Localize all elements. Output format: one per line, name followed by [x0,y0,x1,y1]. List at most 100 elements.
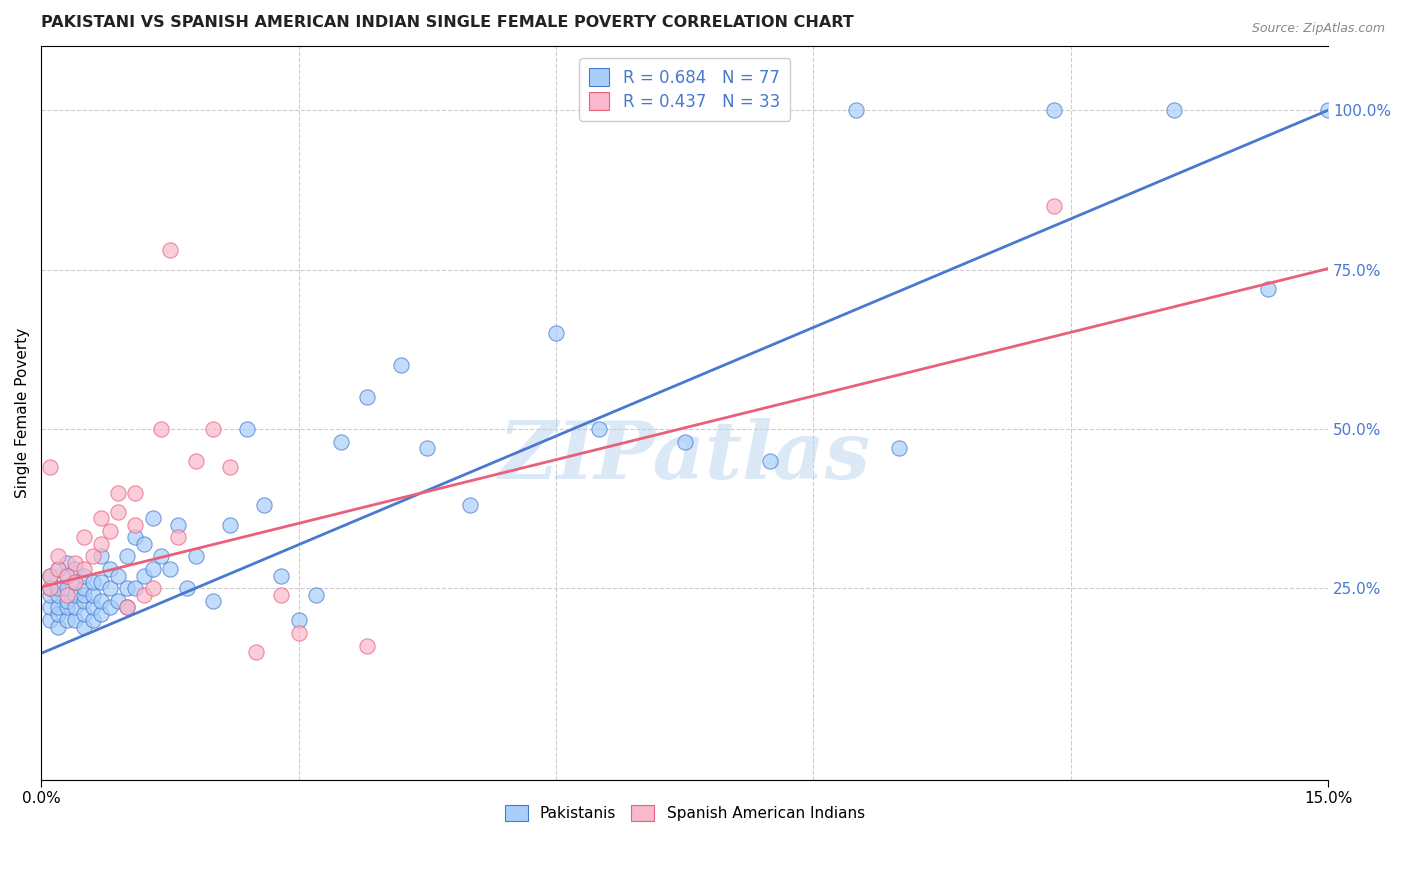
Point [90,607,112,621]
Point [56,568,79,582]
Point [56,568,79,582]
Point [115,549,138,564]
Point [270,588,292,602]
Point [142,562,165,576]
Point [56,613,79,627]
Point [1317,103,1340,118]
Point [46,549,69,564]
Point [356,639,378,653]
Point [236,422,259,436]
Point [270,568,292,582]
Legend: Pakistanis, Spanish American Indians: Pakistanis, Spanish American Indians [499,798,870,827]
Point [184,454,207,468]
Point [90,511,112,525]
Point [142,511,165,525]
Point [73,594,96,608]
Point [73,588,96,602]
Point [56,556,79,570]
Point [150,422,173,436]
Point [159,244,181,258]
Point [38,582,60,596]
Point [46,582,69,596]
Point [356,390,378,404]
Point [98,582,121,596]
Point [82,613,104,627]
Text: ZIPatlas: ZIPatlas [499,418,870,496]
Point [115,600,138,615]
Point [201,594,224,608]
Point [167,530,190,544]
Point [201,422,224,436]
Point [184,549,207,564]
Point [305,588,328,602]
Point [65,574,87,589]
Point [176,582,198,596]
Point [73,568,96,582]
Point [287,613,309,627]
Point [38,568,60,582]
Point [218,460,240,475]
Point [56,600,79,615]
Point [132,588,155,602]
Point [38,600,60,615]
Point [150,549,173,564]
Point [1042,103,1064,118]
Point [132,537,155,551]
Point [65,556,87,570]
Point [65,613,87,627]
Point [38,588,60,602]
Point [287,626,309,640]
Point [65,588,87,602]
Point [73,619,96,633]
Point [56,588,79,602]
Point [82,600,104,615]
Point [98,524,121,538]
Point [90,537,112,551]
Point [90,594,112,608]
Point [416,441,439,455]
Text: PAKISTANI VS SPANISH AMERICAN INDIAN SINGLE FEMALE POVERTY CORRELATION CHART: PAKISTANI VS SPANISH AMERICAN INDIAN SIN… [41,15,853,30]
Point [56,582,79,596]
Point [245,645,267,659]
Point [65,574,87,589]
Point [124,517,146,532]
Point [115,600,138,615]
Point [46,607,69,621]
Point [124,530,146,544]
Point [124,582,146,596]
Point [107,594,129,608]
Point [82,588,104,602]
Point [46,562,69,576]
Point [845,103,868,118]
Point [107,568,129,582]
Point [90,549,112,564]
Point [56,594,79,608]
Point [458,499,481,513]
Point [1163,103,1185,118]
Point [391,358,413,372]
Point [1042,199,1064,213]
Point [46,562,69,576]
Point [159,562,181,576]
Point [759,454,782,468]
Point [38,460,60,475]
Point [98,562,121,576]
Point [107,505,129,519]
Point [98,600,121,615]
Point [544,326,567,341]
Point [73,607,96,621]
Point [65,562,87,576]
Point [82,549,104,564]
Point [218,517,240,532]
Point [90,574,112,589]
Point [46,588,69,602]
Point [132,568,155,582]
Point [588,422,610,436]
Point [124,485,146,500]
Text: Source: ZipAtlas.com: Source: ZipAtlas.com [1251,22,1385,36]
Point [107,485,129,500]
Point [46,600,69,615]
Point [167,517,190,532]
Point [38,568,60,582]
Y-axis label: Single Female Poverty: Single Female Poverty [15,328,30,498]
